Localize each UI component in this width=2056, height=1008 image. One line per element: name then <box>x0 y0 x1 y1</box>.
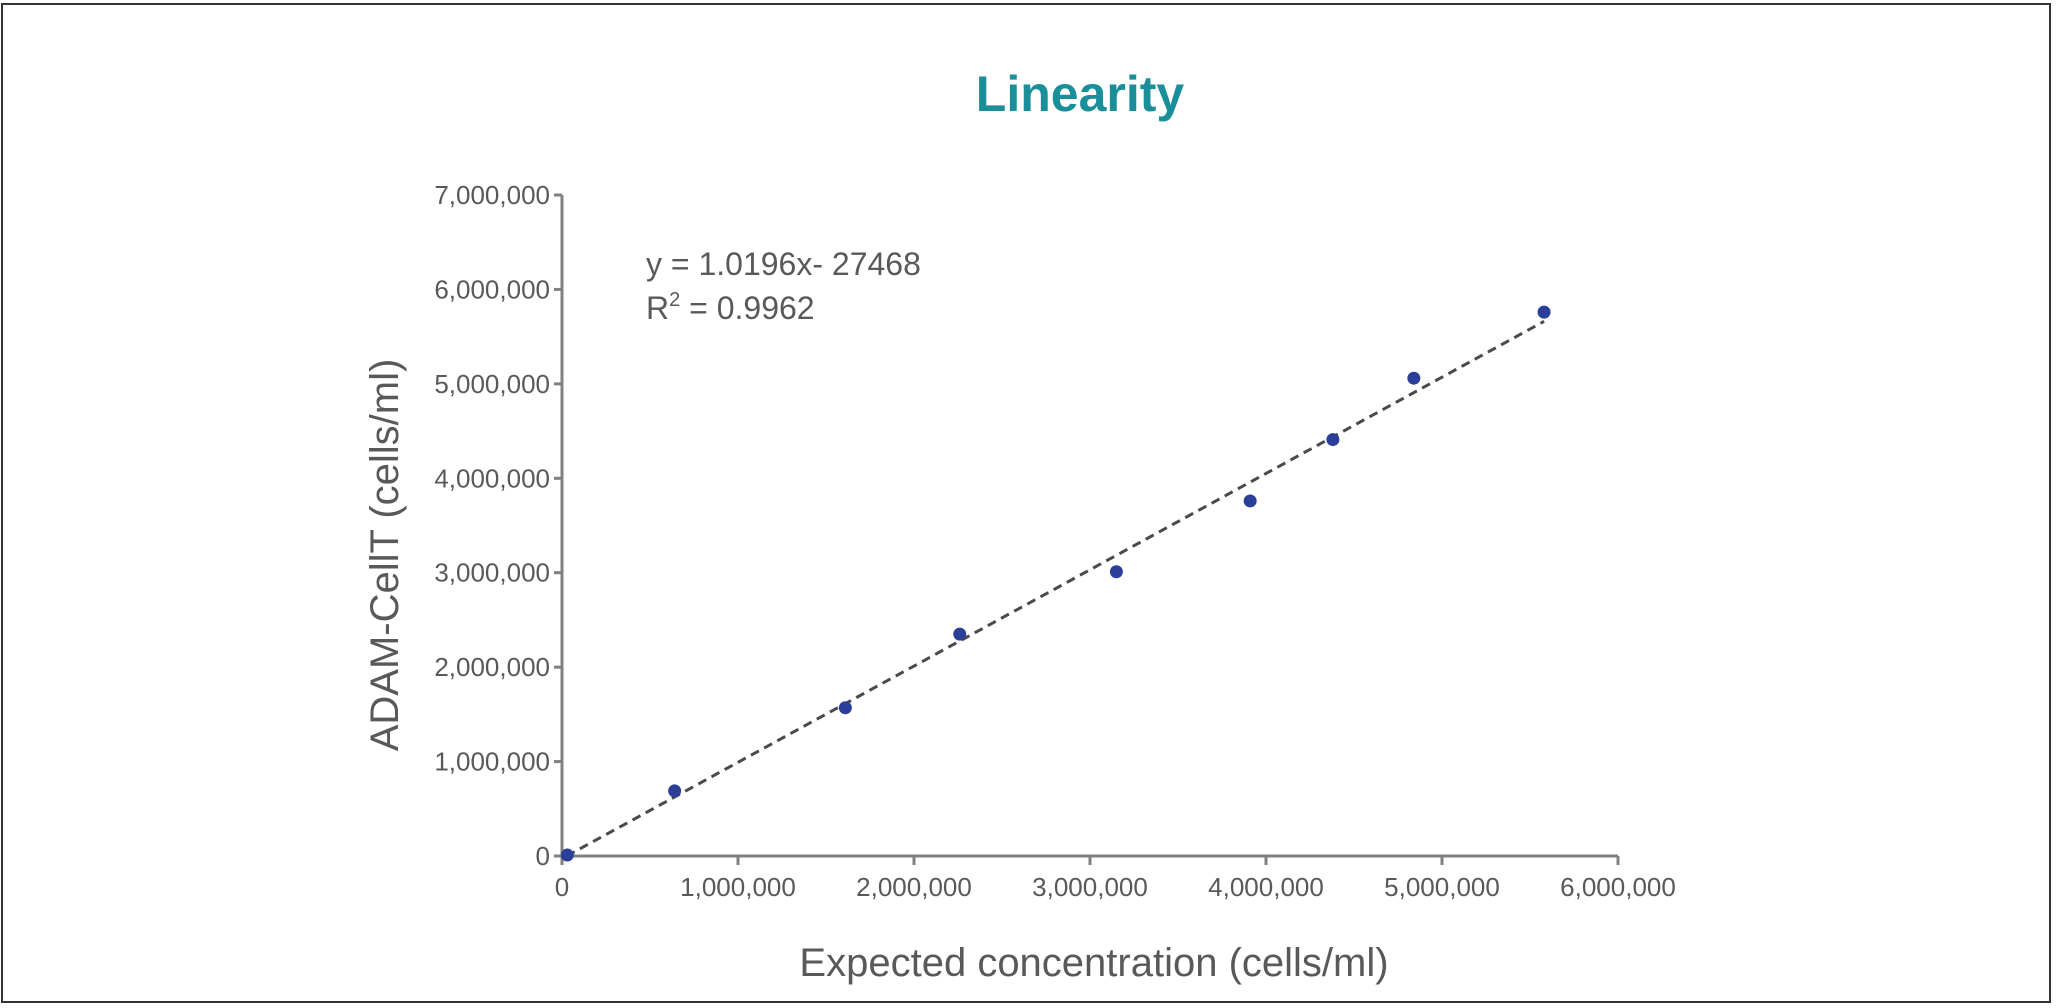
chart-title: Linearity <box>976 66 1185 122</box>
x-tick-label: 0 <box>555 872 569 902</box>
y-tick-label: 2,000,000 <box>434 652 550 682</box>
data-point <box>1243 494 1257 508</box>
r-squared-value: = 0.9962 <box>680 290 814 326</box>
x-axis-title: Expected concentration (cells/ml) <box>799 941 1388 985</box>
chart-frame <box>1 3 2051 1003</box>
r-squared-r: R <box>646 290 669 326</box>
data-point <box>668 784 682 798</box>
data-points <box>560 305 1551 862</box>
data-point <box>1537 305 1551 319</box>
x-tick-label: 1,000,000 <box>680 872 796 902</box>
data-point <box>838 701 852 715</box>
data-point <box>1326 433 1340 447</box>
data-point <box>953 627 967 641</box>
data-point <box>1109 565 1123 579</box>
y-tick-label: 0 <box>536 841 550 871</box>
trendline-equation: y = 1.0196x- 27468 <box>646 246 921 282</box>
trendline <box>566 320 1545 858</box>
y-tick-label: 3,000,000 <box>434 558 550 588</box>
r-squared-label: R2 = 0.9962 <box>646 289 815 326</box>
x-tick-label: 4,000,000 <box>1208 872 1324 902</box>
y-tick-label: 6,000,000 <box>434 274 550 304</box>
data-point <box>1407 371 1421 385</box>
y-tick-label: 4,000,000 <box>434 463 550 493</box>
r-squared-superscript: 2 <box>669 289 680 311</box>
x-tick-label: 6,000,000 <box>1560 872 1676 902</box>
x-tick-label: 3,000,000 <box>1032 872 1148 902</box>
x-axis: 0 1,000,000 2,000,000 3,000,000 4,000,000 5,0… <box>555 854 1676 902</box>
data-point <box>560 848 574 862</box>
x-tick-label: 2,000,000 <box>856 872 972 902</box>
y-tick-label: 1,000,000 <box>434 747 550 777</box>
y-axis-title: ADAM-CellT (cells/ml) <box>363 359 407 752</box>
y-tick-label: 7,000,000 <box>434 180 550 210</box>
x-tick-label: 5,000,000 <box>1384 872 1500 902</box>
y-axis: 0 1,000,000 2,000,000 3,000,000 4,000,000 5,0… <box>434 180 564 871</box>
y-tick-label: 5,000,000 <box>434 369 550 399</box>
